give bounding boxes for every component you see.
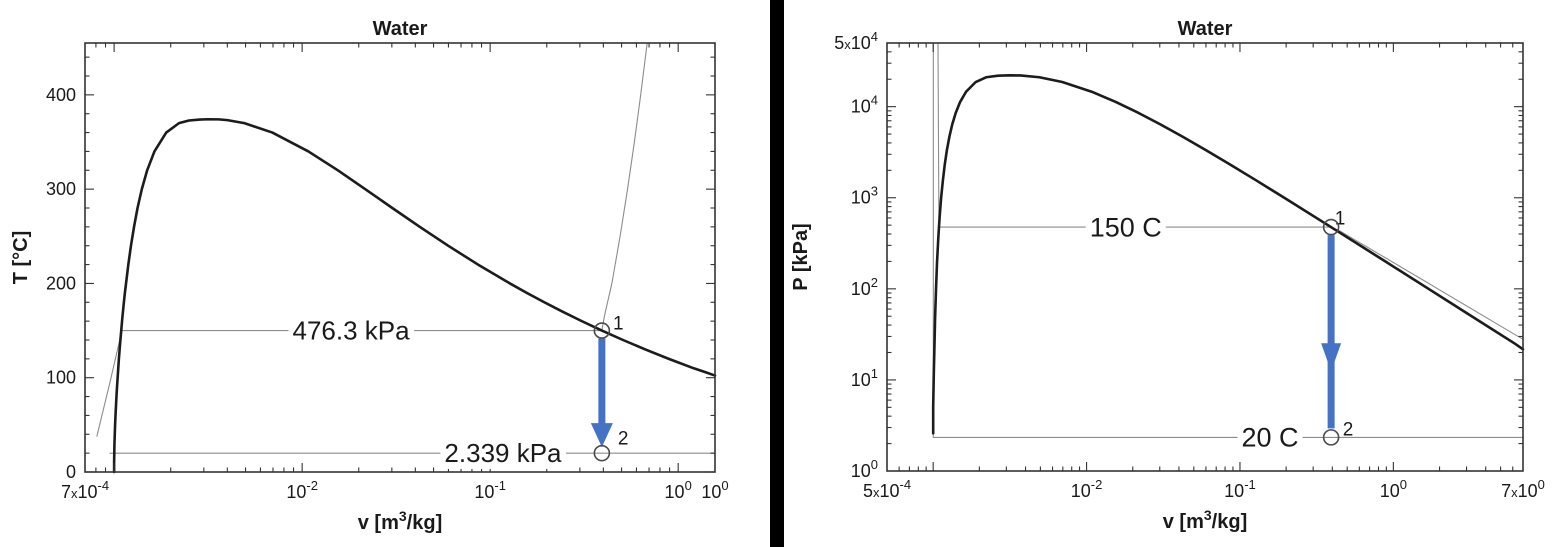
isotherm-20-label: 20 C	[1241, 423, 1298, 453]
x-tick-label: 100	[701, 478, 728, 502]
y-tick-label: 5x104	[834, 29, 878, 53]
arrow-head	[590, 423, 613, 448]
y-axis-label: T [°C]	[10, 231, 32, 285]
y-tick-label: 103	[851, 184, 878, 208]
x-tick-label: 100	[665, 478, 692, 502]
isobar-2339-label-bg	[440, 436, 567, 469]
x-tick-label: 10-1	[1224, 477, 1256, 501]
series-group	[931, 42, 1525, 438]
plot-frame	[886, 42, 1524, 472]
y-tick-label: 100	[851, 457, 878, 481]
annotations: 150 C 20 C 1 2	[1085, 208, 1354, 454]
x-tick-label: 7x10-4	[61, 478, 109, 502]
state-point-1-marker	[593, 322, 611, 339]
point-2-label: 2	[618, 429, 629, 450]
point-2-label: 2	[1343, 419, 1354, 440]
x-axis-label: v [m3/kg]	[358, 508, 442, 534]
divider	[770, 0, 784, 547]
isobar-2339-label: 2.339 kPa	[444, 438, 562, 468]
p-v-diagram: 5x10-4 10-2 10-1 100 7x100 100 101 102 103 104 5x1…	[790, 18, 1545, 533]
p-v-chart: 5x10-4 10-2 10-1 100 7x100 100 101 102 103 104 5x1…	[790, 18, 1545, 533]
tick-labels: 7x10-4 10-2 10-1 100 100 0 100 200 300 400	[46, 85, 729, 502]
x-tick-label: 5x10-4	[863, 477, 911, 501]
isotherm-150-superheat	[1330, 226, 1524, 340]
isotherm-150-label: 150 C	[1090, 212, 1162, 242]
saturation-dome	[931, 74, 1525, 435]
isobar-476-label-bg	[288, 314, 415, 347]
t-v-chart: 7x10-4 10-2 10-1 100 100 0 100 200 300 400 Water v …	[10, 18, 729, 534]
y-tick-label: 0	[66, 462, 76, 482]
y-axis-label: P [kPa]	[790, 223, 812, 290]
tick-marks	[887, 43, 1523, 471]
y-tick-label: 102	[851, 275, 878, 299]
x-tick-label: 10-2	[286, 478, 318, 502]
chart-title: Water	[1178, 18, 1233, 40]
isobar-476-compressed-liquid	[96, 330, 123, 437]
x-axis-label: v [m3/kg]	[1163, 507, 1247, 533]
tick-marks	[85, 43, 715, 473]
state-point-2-marker	[1322, 429, 1340, 446]
x-tick-label: 100	[1380, 477, 1407, 501]
isotherm-20-label-bg	[1237, 421, 1303, 454]
process-arrow	[1321, 235, 1342, 429]
x-tick-label: 7x100	[1501, 477, 1545, 501]
y-tick-label: 400	[46, 85, 76, 105]
process-arrow	[590, 338, 613, 448]
isotherm-150-liquid	[937, 42, 940, 228]
chart-title: Water	[373, 18, 428, 40]
isobar-476-label: 476.3 kPa	[292, 315, 410, 345]
state-point-2-marker	[593, 444, 611, 462]
annotations: 476.3 kPa 2.339 kPa 1 2	[288, 313, 629, 469]
x-tick-label: 10-1	[474, 478, 506, 502]
y-tick-label: 101	[851, 366, 878, 390]
y-tick-label: 200	[46, 273, 76, 293]
y-tick-label: 100	[46, 368, 76, 388]
y-tick-label: 104	[851, 93, 878, 117]
arrow-head	[1321, 343, 1342, 372]
y-tick-label: 300	[46, 179, 76, 199]
saturation-dome	[112, 117, 717, 474]
x-tick-label: 10-2	[1071, 477, 1103, 501]
state-point-1-marker	[1322, 218, 1340, 236]
plot-frame	[84, 42, 716, 473]
t-v-diagram: 7x10-4 10-2 10-1 100 100 0 100 200 300 400 Water v …	[10, 18, 729, 534]
tick-labels: 5x10-4 10-2 10-1 100 7x100 100 101 102 103 104 5x1…	[834, 29, 1545, 501]
isobar-476-superheat	[601, 42, 648, 332]
point-1-label: 1	[1335, 208, 1346, 229]
point-1-label: 1	[613, 313, 624, 334]
series-group	[96, 42, 717, 474]
isotherm-150-label-bg	[1085, 211, 1166, 244]
